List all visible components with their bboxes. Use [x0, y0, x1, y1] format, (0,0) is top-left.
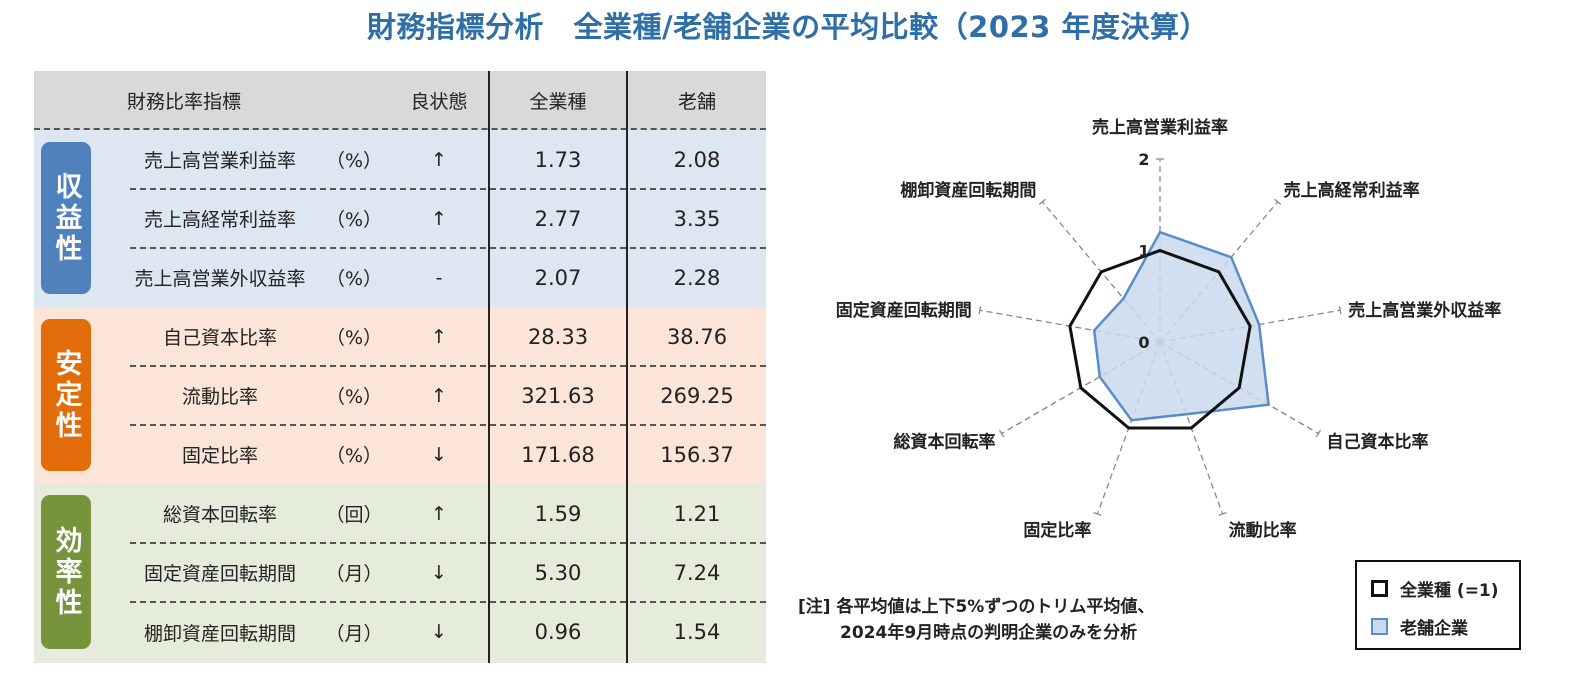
cell-indicator-name: 売上高経常利益率: [143, 209, 296, 231]
cell-long-established-value: 156.37: [660, 442, 734, 467]
cell-good-direction: ↓: [431, 443, 447, 466]
legend-swatch-old: [1371, 618, 1388, 635]
cell-all-industries-value: 2.07: [534, 265, 582, 290]
cell-all-industries-value: 321.63: [521, 383, 595, 408]
row-separator: [130, 601, 766, 603]
header-good-state: 良状態: [410, 91, 468, 113]
legend-swatch-all: [1371, 580, 1388, 597]
radar-axis-tick: [1093, 511, 1102, 516]
table-header-band: [34, 71, 766, 130]
stability-band: [34, 307, 766, 484]
radar-axis-tick: [998, 429, 1005, 438]
cell-unit: （%）: [325, 327, 383, 349]
cell-good-direction: ↑: [431, 325, 447, 348]
cell-long-established-value: 269.25: [660, 383, 734, 408]
cell-indicator-name: 棚卸資産回転期間: [143, 622, 296, 645]
legend-label-old: 老舗企業: [1400, 619, 1468, 639]
row-separator: [130, 542, 766, 544]
radar-axis-tick: [1315, 429, 1322, 438]
cell-long-established-value: 38.76: [666, 324, 728, 349]
header-all-industries: 全業種: [529, 91, 587, 113]
cell-indicator-name: 固定資産回転期間: [143, 563, 296, 585]
radar-axis-tick: [1038, 198, 1046, 205]
cell-long-established-value: 1.21: [673, 501, 721, 526]
radar-category-label: 流動比率: [1229, 520, 1297, 541]
row-separator: [130, 365, 766, 367]
cell-all-industries-value: 171.68: [521, 442, 595, 467]
cell-good-direction: ↑: [431, 502, 447, 525]
cell-unit: （%）: [325, 445, 383, 467]
radar-category-label: 総資本回転率: [894, 432, 996, 453]
cell-long-established-value: 2.28: [673, 265, 721, 290]
radar-category-label: 売上高営業外収益率: [1348, 300, 1501, 321]
cell-indicator-name: 固定比率: [181, 445, 258, 467]
cell-indicator-name: 売上高営業外収益率: [134, 268, 306, 290]
ratio-table: 財務比率指標 良状態 全業種 老舗 収益性 安定性 効率性 売上高営業利益率 （%…: [34, 71, 766, 663]
group-label-stability: 安定性: [41, 319, 91, 471]
cell-long-established-value: 7.24: [673, 560, 721, 585]
profitability-band: [34, 130, 766, 307]
radar-category-label: 固定資産回転期間: [836, 300, 972, 321]
legend-label-all: 全業種 (=1): [1400, 581, 1499, 601]
cell-all-industries-value: 28.33: [527, 324, 589, 349]
cell-all-industries-value: 0.96: [534, 620, 582, 644]
radar-category-label: 棚卸資産回転期間: [900, 180, 1036, 201]
cell-all-industries-value: 2.77: [534, 206, 582, 231]
footnote-line-2: 2024年9月時点の判明企業のみを分析: [840, 623, 1138, 643]
efficiency-band: [34, 484, 766, 663]
cell-good-direction: ↓: [431, 561, 447, 584]
radar-category-label: 売上高経常利益率: [1284, 180, 1420, 201]
radar-axis-tick: [1274, 198, 1282, 205]
cell-unit: （%）: [325, 209, 383, 231]
legend-item-all-industries: 全業種 (=1): [1371, 576, 1499, 601]
series-all-industries-polygon: [1068, 248, 1252, 430]
series-long-established-polygon: [1092, 230, 1270, 422]
radar-category-label: 自己資本比率: [1326, 432, 1428, 453]
cell-good-direction: ↓: [431, 621, 447, 643]
legend-item-long-established: 老舗企業: [1371, 614, 1468, 639]
radar-category-label: 売上高営業利益率: [1092, 117, 1228, 138]
cell-all-industries-value: 1.59: [534, 501, 582, 526]
row-separator: [130, 188, 766, 190]
radar-tick-label: 0: [1138, 333, 1149, 352]
group-label-efficiency: 効率性: [41, 495, 91, 649]
row-separator: [130, 247, 766, 249]
cell-good-direction: -: [435, 266, 443, 289]
radar-tick-label: 2: [1138, 150, 1149, 169]
cell-all-industries-value: 1.73: [534, 147, 582, 172]
cell-indicator-name: 総資本回転率: [162, 504, 277, 526]
header-long-established: 老舗: [677, 91, 716, 113]
cell-unit: （%）: [325, 268, 383, 290]
chart-legend: 全業種 (=1) 老舗企業: [1355, 560, 1521, 650]
cell-unit: （回）: [325, 504, 383, 526]
cell-indicator-name: 売上高営業利益率: [143, 150, 296, 172]
cell-indicator-name: 自己資本比率: [162, 327, 277, 349]
radar-axis-tick: [1218, 511, 1227, 516]
cell-unit: （%）: [325, 150, 383, 172]
cell-indicator-name: 流動比率: [181, 386, 258, 408]
radar-axis-tick: [1338, 306, 1342, 315]
cell-all-industries-value: 5.30: [534, 560, 582, 585]
footnote: [注] 各平均値は上下5%ずつのトリム平均値、 2024年9月時点の判明企業のみ…: [798, 594, 1154, 646]
cell-long-established-value: 3.35: [673, 206, 721, 231]
cell-unit: （月）: [325, 622, 383, 645]
radar-tick-label: 1: [1138, 242, 1149, 261]
row-separator: [130, 424, 766, 426]
group-label-profitability: 収益性: [41, 142, 91, 294]
cell-long-established-value: 1.54: [673, 620, 721, 644]
footnote-line-1: [注] 各平均値は上下5%ずつのトリム平均値、: [798, 597, 1155, 617]
cell-long-established-value: 2.08: [673, 147, 721, 172]
cell-good-direction: ↑: [431, 207, 447, 230]
header-indicator: 財務比率指標: [126, 91, 241, 113]
cell-good-direction: ↑: [431, 148, 447, 171]
column-divider: [626, 71, 628, 663]
radar-axis-tick: [978, 306, 982, 315]
radar-category-label: 固定比率: [1023, 520, 1091, 541]
page-title: 財務指標分析 全業種/老舗企業の平均比較（2023 年度決算）: [367, 10, 1209, 44]
cell-unit: （月）: [325, 563, 383, 585]
cell-good-direction: ↑: [431, 384, 447, 407]
column-divider: [488, 71, 490, 663]
cell-unit: （%）: [325, 386, 383, 408]
